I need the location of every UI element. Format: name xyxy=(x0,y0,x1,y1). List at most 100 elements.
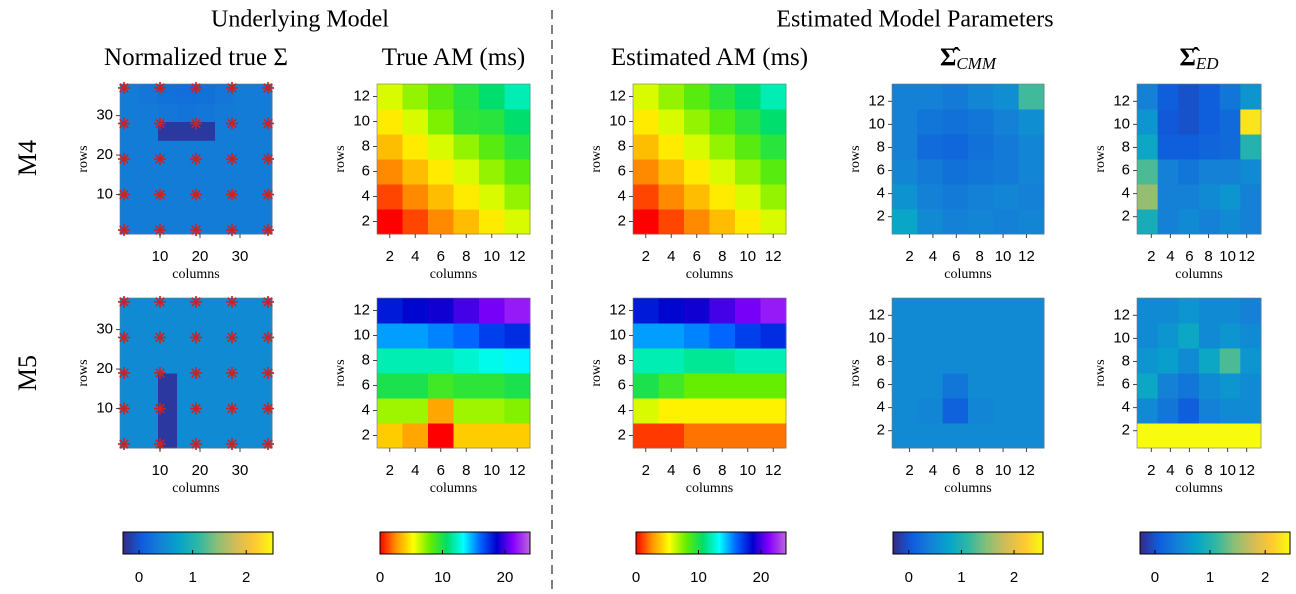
marker-stroke xyxy=(191,368,201,378)
heatmap-cell xyxy=(377,84,403,110)
y-tick-label: 2 xyxy=(1122,422,1130,439)
heatmap-cell xyxy=(479,184,505,210)
heatmap-cell xyxy=(892,209,918,235)
heatmap-cell xyxy=(968,298,994,324)
heatmap-cell xyxy=(993,323,1020,349)
heatmap-cell xyxy=(428,423,454,449)
heatmap-cell xyxy=(402,209,429,235)
heatmap-cell xyxy=(993,134,1020,160)
heatmap-cell xyxy=(253,159,273,179)
heatmap-cell xyxy=(760,323,787,349)
heatmap-cell xyxy=(1199,348,1221,374)
marker-stroke xyxy=(227,332,237,343)
heatmap-cell xyxy=(1157,398,1179,424)
colorbar-tick-label: 1 xyxy=(188,569,196,586)
y-tick-label: 12 xyxy=(353,301,370,318)
x-tick-label: 2 xyxy=(1147,462,1155,479)
heatmap-cell xyxy=(215,354,235,374)
x-tick-label: 4 xyxy=(929,248,937,265)
colorbar xyxy=(122,531,274,555)
colorbar-tick-label: 2 xyxy=(1010,569,1018,586)
heatmap-cell xyxy=(1199,184,1221,210)
marker-stroke xyxy=(119,225,129,235)
heatmap-cell xyxy=(196,84,216,104)
heatmap-cell xyxy=(1240,398,1262,424)
heatmap-cell xyxy=(1018,209,1045,235)
y-tick-label: 8 xyxy=(877,352,885,369)
heatmap-cell xyxy=(428,109,454,135)
marker-stroke xyxy=(155,332,165,343)
sensor-marker xyxy=(190,367,202,379)
heatmap-cell xyxy=(942,323,969,349)
colorbar-tick-label: 0 xyxy=(1151,569,1159,586)
heatmap-cell xyxy=(1219,184,1241,210)
heatmap-cell xyxy=(993,423,1020,449)
y-tick-label: 20 xyxy=(96,146,113,163)
heatmap-cell xyxy=(917,109,944,135)
heatmap-cell xyxy=(1157,423,1179,449)
x-tick-label: 10 xyxy=(483,248,500,265)
heatmap-cell xyxy=(158,196,178,216)
heatmap-cell xyxy=(234,335,254,355)
x-tick-label: 10 xyxy=(995,462,1012,479)
heatmap-cell xyxy=(234,196,254,216)
heatmap-cell xyxy=(892,184,918,210)
heatmap-cell xyxy=(402,109,429,135)
heatmap-cell xyxy=(377,323,403,349)
heatmap-cell xyxy=(253,373,273,393)
y-tick-label: 10 xyxy=(609,112,626,129)
heatmap-cell xyxy=(1137,159,1159,185)
x-tick-label: 6 xyxy=(693,248,701,265)
sensor-marker xyxy=(118,153,130,165)
heatmap-cell xyxy=(234,215,254,235)
heatmap-cell xyxy=(633,398,659,424)
heatmap-cell xyxy=(234,410,254,430)
heatmap-cell xyxy=(709,348,736,374)
y-tick-label: 6 xyxy=(362,162,370,179)
heatmap-cell xyxy=(196,373,216,393)
heatmap-cell xyxy=(504,398,531,424)
sensor-marker xyxy=(262,367,274,379)
y-tick-label: 8 xyxy=(362,351,370,368)
heatmap-cell xyxy=(504,348,531,374)
heatmap-cell xyxy=(234,354,254,374)
heatmap-cell xyxy=(1157,348,1179,374)
heatmap-cell xyxy=(760,184,787,210)
sensor-marker xyxy=(262,331,274,344)
heatmap-cell xyxy=(158,316,178,336)
x-tick-label: 10 xyxy=(152,462,169,479)
heatmap-cell xyxy=(215,316,235,336)
heatmap-cell xyxy=(479,159,505,185)
x-tick-label: 12 xyxy=(1238,462,1255,479)
heatmap-cell xyxy=(968,323,994,349)
heatmap-cell xyxy=(504,373,531,399)
panel-title: Estimated AM (ms) xyxy=(611,44,808,71)
heatmap-cell xyxy=(709,109,736,135)
x-tick-label: 6 xyxy=(437,462,445,479)
heatmap-cell xyxy=(428,298,454,324)
heatmap-cell xyxy=(177,140,197,160)
heatmap-cell xyxy=(633,84,659,110)
heatmap-cell xyxy=(942,184,969,210)
heatmap-cell xyxy=(658,209,685,235)
heatmap-cell xyxy=(1219,398,1241,424)
heatmap-cell xyxy=(158,298,178,318)
heatmap-cell xyxy=(735,159,761,185)
heatmap-cell xyxy=(709,84,736,110)
heatmap-cell xyxy=(1240,423,1262,449)
y-tick-label: 20 xyxy=(96,360,113,377)
sensor-marker xyxy=(226,438,238,451)
sensor-marker xyxy=(190,331,202,344)
y-tick-label: 2 xyxy=(362,212,370,229)
heatmap-cell xyxy=(1199,423,1221,449)
x-tick-label: 2 xyxy=(642,462,650,479)
heatmap-cell xyxy=(234,316,254,336)
heatmap-cell xyxy=(1018,159,1045,185)
heatmap-cell xyxy=(942,423,969,449)
marker-stroke xyxy=(119,403,129,414)
marker-stroke xyxy=(191,189,201,200)
heatmap-cell xyxy=(402,323,429,349)
plot-frame xyxy=(632,297,787,449)
sensor-marker xyxy=(190,117,202,130)
heatmap-cell xyxy=(658,298,685,324)
